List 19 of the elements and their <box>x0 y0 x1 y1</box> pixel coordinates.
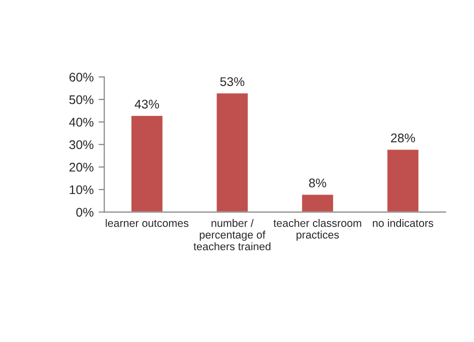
data-label: 8% <box>309 178 326 188</box>
y-tick-label: 50% <box>69 95 94 104</box>
x-tick-label: learner outcomes <box>106 218 188 227</box>
y-tick-label: 40% <box>69 118 94 127</box>
y-tick-label: 30% <box>69 140 94 150</box>
bar <box>215 92 250 212</box>
data-label: 28% <box>391 134 415 142</box>
x-tick-label: no indicators <box>372 218 434 227</box>
bar <box>386 148 420 212</box>
x-tick-label: number / percentage of teachers trained <box>194 218 270 250</box>
bar <box>300 193 334 212</box>
y-tick-label: 20% <box>69 162 94 172</box>
data-label: 43% <box>134 100 160 109</box>
bar <box>130 114 164 212</box>
x-tick-label: teacher classroom practices <box>273 218 362 241</box>
y-tick-label: 10% <box>70 185 94 194</box>
y-tick-label: 0% <box>76 208 94 217</box>
y-tick-label: 60% <box>69 72 94 82</box>
data-label: 53% <box>220 77 244 86</box>
